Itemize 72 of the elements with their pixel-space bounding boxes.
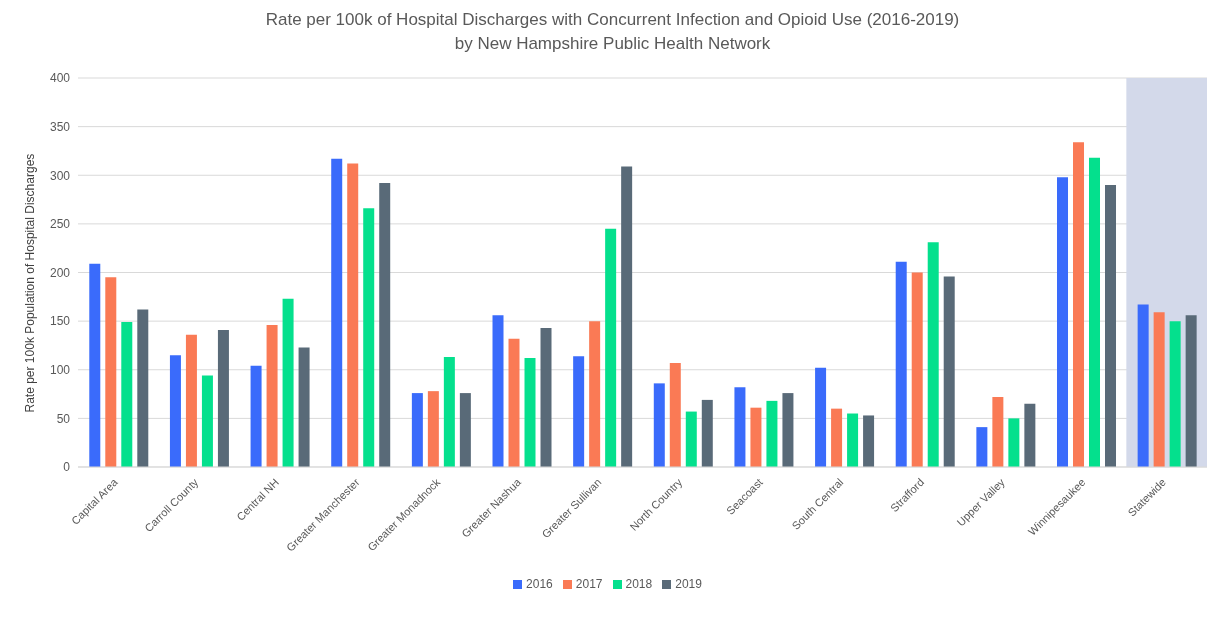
bar <box>331 158 343 467</box>
bar <box>347 163 359 467</box>
bar <box>459 393 471 467</box>
bar <box>121 322 133 467</box>
bar <box>524 358 536 467</box>
bar <box>669 362 681 467</box>
bar <box>266 325 278 467</box>
bar <box>815 367 827 467</box>
bar <box>250 365 262 467</box>
y-tick-label: 0 <box>63 460 71 475</box>
bar <box>847 413 859 467</box>
bar <box>508 338 520 467</box>
bar <box>1169 321 1181 467</box>
bar <box>105 277 117 467</box>
y-tick-label: 150 <box>49 314 71 329</box>
bar <box>621 166 633 467</box>
bar <box>137 309 149 467</box>
bar <box>1137 304 1149 467</box>
bar <box>782 393 794 467</box>
bar <box>89 263 101 467</box>
bar <box>540 327 552 467</box>
bar <box>492 315 504 467</box>
y-tick-label: 250 <box>49 217 71 232</box>
bar <box>427 391 439 467</box>
bar <box>1073 142 1084 467</box>
bar <box>1024 403 1036 467</box>
bar <box>927 242 939 467</box>
bar <box>992 396 1004 467</box>
bar <box>379 183 391 467</box>
bar <box>895 261 907 467</box>
y-tick-label: 200 <box>49 265 71 280</box>
bar <box>911 272 923 467</box>
bar <box>605 228 617 467</box>
bar <box>1105 184 1116 467</box>
y-tick-label: 350 <box>49 119 71 134</box>
chart-subtitle: by New Hampshire Public Health Network <box>453 33 772 55</box>
bar <box>734 387 746 467</box>
bar <box>653 383 665 467</box>
legend-label: 2018 <box>625 577 653 591</box>
bar <box>363 208 375 467</box>
bar <box>169 355 181 467</box>
chart-title: Rate per 100k of Hospital Discharges with Concurrent Infection and Opioid Use (2016-2019) <box>264 9 961 31</box>
bar <box>766 400 778 467</box>
bar <box>589 321 601 467</box>
bar <box>750 407 762 467</box>
y-tick-label: 400 <box>49 71 71 86</box>
bar <box>976 427 988 467</box>
bar <box>831 408 843 467</box>
bar <box>1153 312 1165 467</box>
bar <box>1057 177 1068 467</box>
bar <box>185 334 197 467</box>
bar <box>701 399 713 467</box>
bar <box>863 415 875 467</box>
legend-label: 2016 <box>526 577 553 591</box>
bar <box>298 347 310 467</box>
bar <box>685 411 697 467</box>
bar <box>443 357 455 467</box>
bar <box>201 375 213 467</box>
y-axis-title: Rate per 100k Population of Hospital Discharges <box>23 153 38 413</box>
bar <box>943 276 955 467</box>
legend-label: 2017 <box>575 577 603 591</box>
y-tick-label: 50 <box>56 411 71 426</box>
y-tick-label: 300 <box>49 168 71 183</box>
bar <box>217 329 229 467</box>
bar <box>1089 157 1100 467</box>
bar <box>282 298 294 467</box>
bar <box>1008 418 1020 467</box>
bar <box>573 356 585 467</box>
y-tick-label: 100 <box>49 363 71 378</box>
legend-label: 2019 <box>675 577 702 591</box>
bar <box>411 393 423 467</box>
bar <box>1185 315 1197 467</box>
